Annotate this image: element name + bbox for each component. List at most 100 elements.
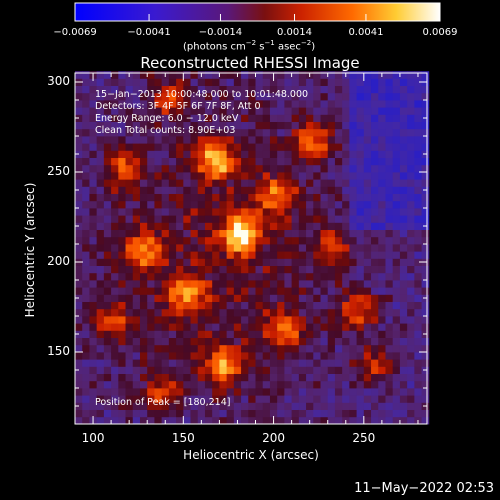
heatmap-cell <box>248 287 256 295</box>
heatmap-cell <box>183 395 191 403</box>
heatmap-cell <box>421 128 430 137</box>
heatmap-cell <box>399 373 408 382</box>
heatmap-cell <box>392 388 401 396</box>
heatmap-cell <box>212 157 220 166</box>
heatmap-cell <box>277 301 285 310</box>
heatmap-cell <box>103 236 112 245</box>
heatmap-cell <box>378 229 386 238</box>
heatmap-cell <box>371 92 379 101</box>
heatmap-cell <box>356 416 365 425</box>
heatmap-cell <box>176 179 184 187</box>
heatmap-cell <box>204 395 213 403</box>
heatmap-cell <box>356 186 365 194</box>
plot-frame <box>74 72 428 425</box>
heatmap-cell <box>154 337 163 346</box>
heatmap-cell <box>349 186 357 194</box>
heatmap-cell <box>421 157 430 166</box>
heatmap-cell <box>147 172 155 180</box>
heatmap-cell <box>320 416 329 425</box>
heatmap-cell <box>269 330 278 338</box>
heatmap-cell <box>399 244 408 252</box>
heatmap-cell <box>414 352 422 360</box>
heatmap-cell <box>342 85 350 94</box>
heatmap-cell <box>161 85 170 94</box>
heatmap-cell <box>378 337 386 346</box>
heatmap-cell <box>334 395 343 403</box>
heatmap-cell <box>327 294 336 302</box>
heatmap-cell <box>82 251 90 259</box>
heatmap-cell <box>111 121 119 130</box>
heatmap-cell <box>89 114 98 122</box>
heatmap-cell <box>183 359 191 367</box>
heatmap-cell <box>421 164 430 173</box>
heatmap-cell <box>284 258 293 266</box>
heatmap-cell <box>82 114 90 122</box>
heatmap-cell <box>327 359 336 367</box>
heatmap-cell <box>414 121 422 130</box>
heatmap-cell <box>277 200 285 209</box>
heatmap-cell <box>147 388 155 396</box>
heatmap-cell <box>306 114 314 122</box>
heatmap-cell <box>392 208 401 216</box>
heatmap-cell <box>168 179 177 187</box>
heatmap-cell <box>255 114 264 122</box>
heatmap-cell <box>385 330 394 338</box>
heatmap-cell <box>298 136 307 144</box>
heatmap-cell <box>334 71 343 79</box>
heatmap-cell <box>89 359 98 367</box>
heatmap-cell <box>154 92 163 101</box>
heatmap-cell <box>421 359 430 367</box>
heatmap-cell <box>327 200 336 209</box>
heatmap-cell <box>284 330 293 338</box>
heatmap-cell <box>190 107 199 115</box>
heatmap-cell <box>371 323 379 331</box>
heatmap-cell <box>320 71 329 79</box>
heatmap-cell <box>111 157 119 166</box>
heatmap-cell <box>132 164 141 173</box>
heatmap-cell <box>241 157 249 166</box>
heatmap-cell <box>204 323 213 331</box>
heatmap-cell <box>226 114 235 122</box>
heatmap-cell <box>226 272 235 281</box>
heatmap-cell <box>378 136 386 144</box>
heatmap-cell <box>399 150 408 158</box>
heatmap-cell <box>226 215 235 223</box>
heatmap-cell <box>385 179 394 187</box>
heatmap-cell <box>241 92 249 101</box>
heatmap-cell <box>342 200 350 209</box>
heatmap-cell <box>378 244 386 252</box>
heatmap-cell <box>219 359 228 367</box>
heatmap-cell <box>255 359 264 367</box>
heatmap-cell <box>327 330 336 338</box>
heatmap-cell <box>399 280 408 288</box>
heatmap-cell <box>176 85 184 94</box>
heatmap-cell <box>154 294 163 302</box>
heatmap-cell <box>248 337 256 346</box>
heatmap-cell <box>306 409 314 418</box>
heatmap-cell <box>154 251 163 259</box>
heatmap-cell <box>82 150 90 158</box>
heatmap-cell <box>421 136 430 144</box>
heatmap-cell <box>414 380 422 389</box>
heatmap-cell <box>349 388 357 396</box>
heatmap-cell <box>298 107 307 115</box>
heatmap-cell <box>378 92 386 101</box>
heatmap-cell <box>284 150 293 158</box>
heatmap-cell <box>269 100 278 108</box>
heatmap-cell <box>320 200 329 209</box>
heatmap-cell <box>241 186 249 194</box>
heatmap-cell <box>320 186 329 194</box>
heatmap-cell <box>212 366 220 374</box>
heatmap-cell <box>190 323 199 331</box>
heatmap-cell <box>82 208 90 216</box>
heatmap-cell <box>183 107 191 115</box>
heatmap-cell <box>161 222 170 230</box>
heatmap-cell <box>320 164 329 173</box>
heatmap-cell <box>262 265 271 274</box>
heatmap-cell <box>269 359 278 367</box>
heatmap-cell <box>356 287 365 295</box>
heatmap-cell <box>414 373 422 382</box>
heatmap-cell <box>111 251 119 259</box>
heatmap-cell <box>262 143 271 151</box>
heatmap-cell <box>183 287 191 295</box>
